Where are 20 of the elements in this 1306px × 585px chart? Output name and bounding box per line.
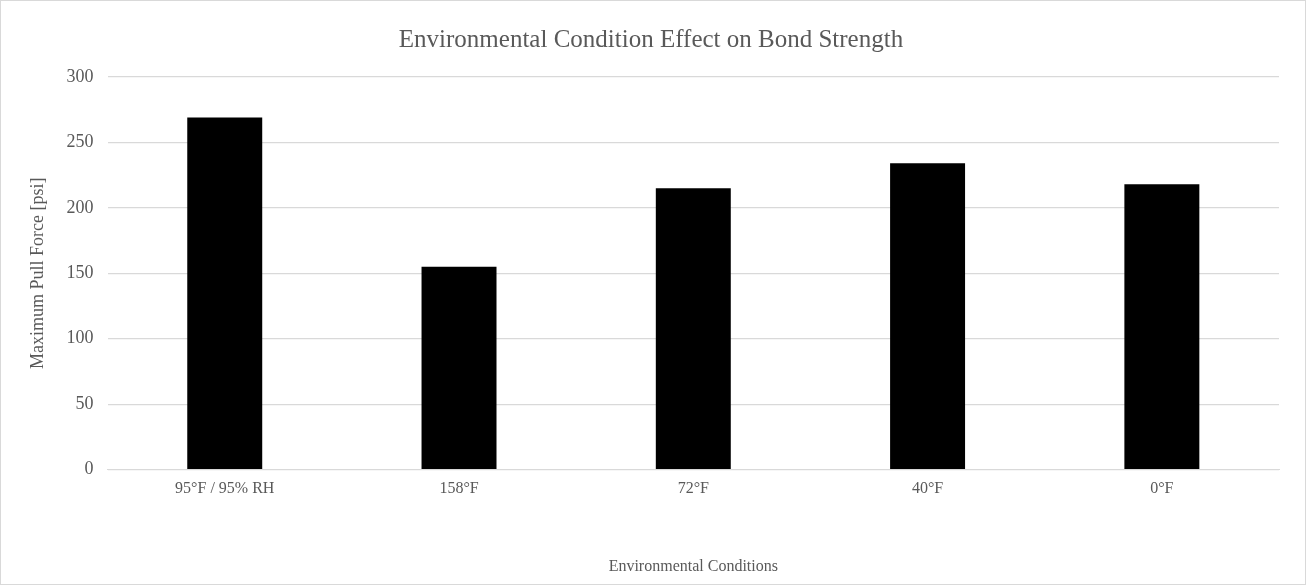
y-axis-title: Maximum Pull Force [psi] (26, 177, 47, 370)
x-tick-label: 158°F (439, 479, 479, 497)
y-tick-label: 250 (66, 131, 94, 152)
chart-title: Environmental Condition Effect on Bond Strength (398, 24, 904, 52)
y-tick-label: 200 (66, 196, 94, 217)
y-tick-label: 150 (66, 262, 94, 283)
x-axis-title: Environmental Conditions (608, 556, 778, 574)
bar (890, 163, 966, 469)
x-tick-label: 72°F (677, 479, 710, 497)
y-tick-label: 300 (66, 65, 94, 86)
x-tick-label: 40°F (911, 479, 944, 497)
x-tick-label: 0°F (1150, 479, 1174, 497)
y-tick-label: 50 (75, 392, 94, 413)
bar (1124, 184, 1200, 469)
bar (187, 117, 263, 469)
bar (421, 266, 497, 469)
y-tick-label: 100 (66, 327, 94, 348)
x-tick-label: 95°F / 95% RH (175, 479, 275, 497)
y-tick-label: 0 (84, 458, 94, 479)
bar (655, 188, 731, 469)
